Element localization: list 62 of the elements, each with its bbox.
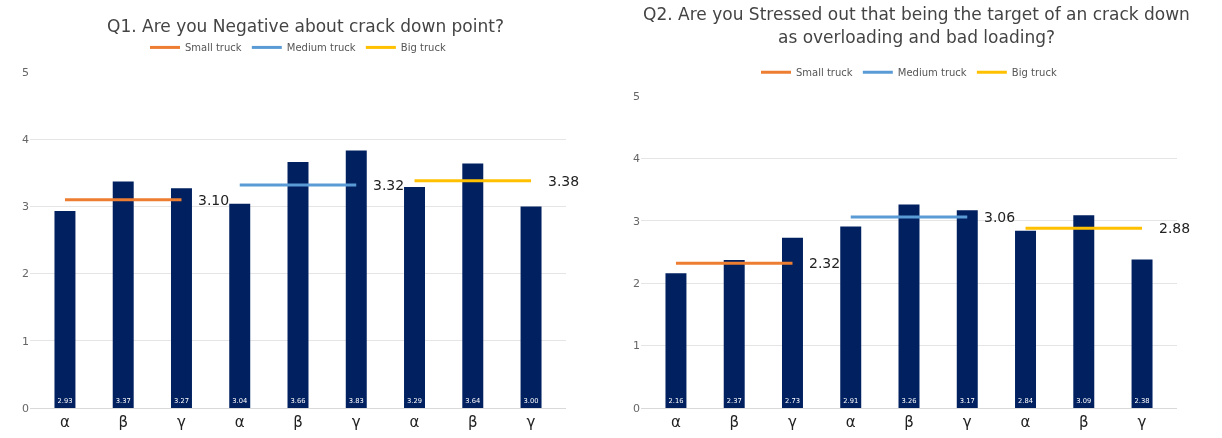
data-label: 2.32 bbox=[809, 255, 841, 271]
legend-label: Medium truck bbox=[286, 42, 356, 54]
data-label: 3.32 bbox=[373, 177, 405, 193]
bar bbox=[54, 211, 76, 408]
bar bbox=[956, 210, 978, 408]
legend-label: Big truck bbox=[400, 42, 446, 54]
chart-title: Q1. Are you Negative about crack down point? bbox=[107, 16, 504, 37]
y-tick-label: 2 bbox=[633, 277, 640, 291]
x-tick-label: β bbox=[118, 413, 129, 431]
y-tick-label: 5 bbox=[633, 89, 640, 103]
bar bbox=[840, 226, 862, 408]
bar bbox=[520, 206, 542, 408]
y-tick-label: 0 bbox=[633, 401, 640, 415]
bar bbox=[229, 203, 251, 408]
y-tick-label: 0 bbox=[22, 401, 29, 415]
x-tick-label: γ bbox=[351, 413, 361, 431]
bar bbox=[1131, 259, 1153, 408]
y-tick-label: 3 bbox=[22, 200, 29, 214]
x-tick-label: α bbox=[671, 413, 682, 431]
y-tick-label: 5 bbox=[22, 65, 29, 79]
x-tick-label: α bbox=[1020, 413, 1031, 431]
bar bbox=[1015, 230, 1037, 408]
y-tick-label: 3 bbox=[633, 214, 640, 228]
bar bbox=[112, 181, 134, 408]
x-tick-label: α bbox=[409, 413, 420, 431]
y-tick-label: 4 bbox=[22, 133, 29, 147]
x-tick-label: β bbox=[293, 413, 303, 431]
x-tick-label: γ bbox=[1137, 413, 1147, 431]
bar bbox=[723, 260, 745, 408]
legend-label: Small truck bbox=[185, 42, 242, 54]
x-tick-label: γ bbox=[962, 413, 972, 431]
legend-label: Medium truck bbox=[897, 67, 967, 79]
legend-label: Big truck bbox=[1011, 67, 1057, 79]
legend-label: Small truck bbox=[796, 67, 853, 79]
data-label: 3.06 bbox=[984, 209, 1016, 225]
x-tick-label: β bbox=[729, 413, 740, 431]
bar bbox=[898, 204, 920, 408]
y-tick-label: 4 bbox=[633, 152, 640, 166]
x-tick-label: α bbox=[60, 413, 71, 431]
x-tick-label: γ bbox=[526, 413, 536, 431]
x-tick-label: β bbox=[1078, 413, 1089, 431]
bar bbox=[170, 188, 192, 408]
x-tick-label: γ bbox=[788, 413, 798, 431]
chart-title: Q2. Are you Stressed out that being the target of an crack down as overloading and bad loading? bbox=[643, 4, 1190, 47]
x-tick-label: β bbox=[467, 413, 478, 431]
bar bbox=[345, 150, 367, 408]
y-tick-label: 2 bbox=[22, 267, 29, 281]
x-tick-label: α bbox=[845, 413, 856, 431]
bar bbox=[404, 186, 426, 408]
bar bbox=[462, 163, 484, 408]
data-label: 2.88 bbox=[1159, 220, 1191, 236]
data-label: 3.38 bbox=[548, 173, 580, 189]
y-tick-label: 1 bbox=[633, 339, 640, 353]
bar bbox=[665, 273, 687, 408]
bar bbox=[781, 237, 803, 408]
data-label: 3.10 bbox=[198, 192, 230, 208]
y-tick-label: 1 bbox=[22, 334, 29, 348]
x-tick-label: α bbox=[234, 413, 245, 431]
x-tick-label: β bbox=[904, 413, 914, 431]
bar bbox=[287, 162, 309, 408]
x-tick-label: γ bbox=[177, 413, 187, 431]
bar bbox=[1073, 215, 1095, 408]
